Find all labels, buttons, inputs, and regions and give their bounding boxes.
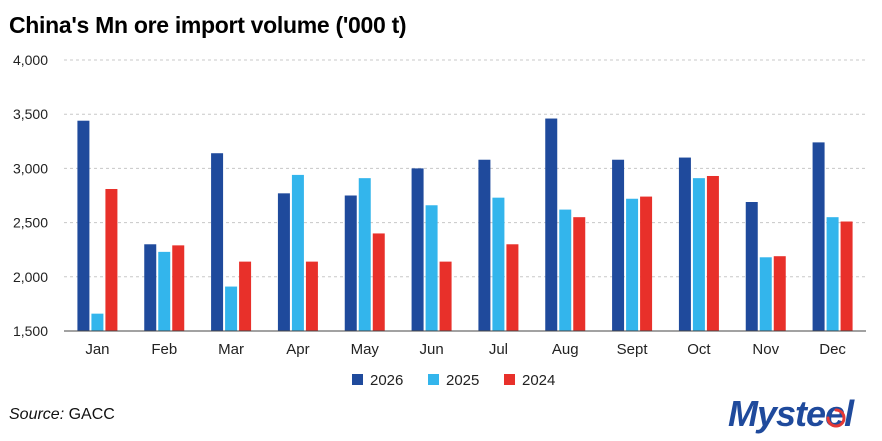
bar-2025-dec (826, 217, 839, 331)
bar-2026-jul (478, 159, 491, 331)
bar-2024-nov (773, 256, 786, 331)
bar-2026-sept (612, 159, 625, 331)
legend-swatch-2026 (352, 374, 363, 385)
legend: 2026 2025 2024 (352, 372, 555, 389)
bar-2025-may (358, 178, 371, 331)
y-tick-label: 3,000 (13, 160, 48, 176)
bar-2025-jun (425, 205, 438, 331)
bar-2024-feb (172, 245, 185, 331)
x-tick-label: Nov (752, 341, 779, 358)
bar-2024-may (372, 233, 385, 331)
legend-swatch-2024 (504, 374, 515, 385)
gridlines (64, 59, 866, 278)
source-value: GACC (68, 406, 115, 423)
x-tick-label: Jan (85, 341, 109, 358)
bar-2026-feb (144, 244, 157, 331)
bar-2026-mar (211, 153, 224, 331)
x-tick-label: May (351, 341, 380, 358)
bar-2026-nov (745, 202, 758, 331)
x-tick-label: Jul (489, 341, 508, 358)
x-tick-label: Apr (286, 341, 309, 358)
bar-2026-oct (678, 157, 691, 331)
y-tick-label: 2,500 (13, 215, 48, 231)
y-tick-label: 4,000 (13, 52, 48, 68)
bar-2025-oct (692, 178, 705, 331)
bar-2024-jun (439, 261, 452, 331)
bar-2024-sept (640, 196, 653, 331)
bar-2025-jul (492, 197, 505, 331)
bar-2025-aug (559, 209, 572, 331)
x-tick-label: Aug (552, 341, 579, 358)
x-tick-label: Sept (617, 341, 649, 358)
bar-2024-dec (840, 221, 853, 331)
logo-wordmark: Mysteel (728, 393, 854, 434)
source-note: Source: GACC (9, 406, 115, 424)
legend-label-2025: 2025 (446, 372, 479, 389)
x-tick-label: Feb (151, 341, 177, 358)
mysteel-logo: Mysteel (728, 392, 868, 436)
bar-2025-jan (91, 313, 104, 331)
bar-2026-may (344, 195, 357, 331)
bar-2025-sept (626, 198, 639, 331)
x-tick-label: Oct (687, 341, 711, 358)
x-axis-ticks: Jan Feb Mar Apr May Jun Jul Aug Sept Oct Nov Dec (85, 341, 846, 358)
bar-2024-jul (506, 244, 519, 331)
bar-2025-feb (158, 251, 171, 331)
y-axis-ticks: 1,500 2,000 2,500 3,000 3,500 4,000 (13, 52, 48, 339)
bar-2024-apr (305, 261, 318, 331)
legend-label-2024: 2024 (522, 372, 555, 389)
bar-2026-jan (77, 120, 90, 331)
bar-2026-jun (411, 168, 424, 331)
x-tick-label: Mar (218, 341, 244, 358)
y-tick-label: 2,000 (13, 269, 48, 285)
bar-2024-mar (239, 261, 252, 331)
bar-2025-apr (291, 174, 304, 331)
bar-2025-mar (225, 286, 238, 331)
bar-2024-aug (573, 217, 586, 331)
bar-2026-apr (277, 193, 290, 331)
bar-2025-nov (759, 257, 772, 331)
x-tick-label: Dec (819, 341, 846, 358)
x-tick-label: Jun (419, 341, 443, 358)
bar-2024-oct (706, 175, 719, 331)
bars (77, 118, 853, 331)
logo-swirl-icon (826, 408, 846, 428)
y-tick-label: 3,500 (13, 106, 48, 122)
bar-2024-jan (105, 188, 118, 331)
chart-title: China's Mn ore import volume ('000 t) (9, 12, 407, 38)
bar-2026-dec (812, 142, 825, 331)
source-label: Source: (9, 406, 65, 423)
bar-2026-aug (545, 118, 558, 331)
y-tick-label: 1,500 (13, 323, 48, 339)
legend-swatch-2025 (428, 374, 439, 385)
legend-label-2026: 2026 (370, 372, 403, 389)
